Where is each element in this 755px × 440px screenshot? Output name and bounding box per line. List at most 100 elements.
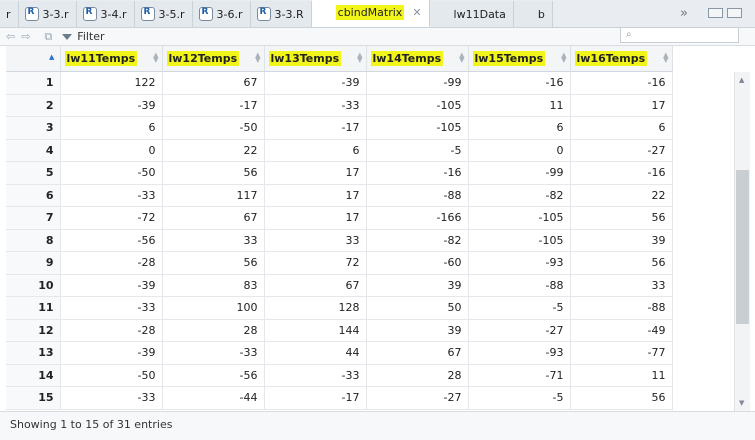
table-cell: 83 [162, 274, 265, 297]
table-cell: -50 [60, 161, 163, 185]
back-arrow-icon[interactable]: ⇦ [6, 30, 16, 43]
row-number: 1 [6, 71, 61, 95]
table-row[interactable]: 4 0 22 6 -5 0 -27 [6, 139, 673, 162]
column-header[interactable]: lw11Temps ▲ ▼ [60, 46, 163, 72]
table-cell: -39 [60, 94, 163, 117]
table-cell: 56 [570, 386, 673, 410]
table-cell: 6 [570, 116, 673, 140]
filter-label: Filter [77, 30, 105, 43]
table-cell: -50 [60, 364, 163, 387]
search-icon: ⌕ [626, 29, 632, 40]
r-file-icon [24, 7, 39, 21]
table-row[interactable]: 9 -28 56 72 -60 -93 56 [6, 251, 673, 275]
tab-3-3-r[interactable]: 3-3.r [18, 1, 77, 27]
column-header[interactable]: lw16Temps ▲ ▼ [570, 46, 673, 72]
column-header[interactable]: lw15Temps ▲ ▼ [468, 46, 571, 72]
table-cell: 0 [468, 139, 571, 162]
table-cell: 128 [264, 296, 367, 320]
tab-label: 3-6.r [216, 7, 243, 21]
table-cell: -88 [468, 274, 571, 297]
close-tab-icon[interactable]: ✕ [412, 6, 422, 19]
tab-3-3-r[interactable]: 3-3.R [250, 1, 312, 27]
table-cell: 67 [366, 341, 469, 365]
tab-3-4-r[interactable]: 3-4.r [76, 1, 135, 27]
tab-r[interactable]: r [0, 1, 19, 27]
table-row[interactable]: 8 -56 33 33 -82 -105 39 [6, 229, 673, 252]
row-number: 10 [6, 274, 61, 297]
table-cell: -56 [60, 229, 163, 252]
tab-label: 3-4.r [100, 7, 127, 21]
table-cell: -105 [366, 94, 469, 117]
tab-cbindmatrix[interactable]: cbindMatrix ✕ [311, 0, 430, 66]
table-cell: -99 [468, 161, 571, 185]
header-row: ▲ lw11Temps ▲ ▼ lw12Temps ▲ ▼ lw13Temps ▲ ▼ lw14T… [6, 46, 673, 72]
vertical-scrollbar[interactable]: ▲ ▼ [734, 72, 750, 411]
table-cell: -33 [264, 94, 367, 117]
row-number: 11 [6, 296, 61, 320]
table-row[interactable]: 15 -33 -44 -17 -27 -5 56 [6, 386, 673, 410]
search-input[interactable] [639, 29, 734, 41]
filter-button[interactable]: Filter [62, 30, 105, 43]
minimize-button[interactable] [708, 8, 723, 18]
table-row[interactable]: 5 -50 56 17 -16 -99 -16 [6, 161, 673, 185]
table-cell: 17 [570, 94, 673, 117]
table-row[interactable]: 7 -72 67 17 -166 -105 56 [6, 206, 673, 230]
search-box[interactable]: ⌕ [620, 27, 739, 43]
table-row[interactable]: 10 -39 83 67 39 -88 33 [6, 274, 673, 297]
scroll-up-icon[interactable]: ▲ [739, 76, 745, 84]
table-cell: -105 [468, 229, 571, 252]
maximize-button[interactable] [727, 8, 742, 18]
table-cell: -16 [570, 161, 673, 185]
table-cell: 28 [162, 319, 265, 342]
table-row[interactable]: 11 -33 100 128 50 -5 -88 [6, 296, 673, 320]
table-cell: 0 [60, 139, 163, 162]
table-cell: -16 [468, 71, 571, 95]
table-cell: -27 [570, 139, 673, 162]
column-header[interactable]: lw12Temps ▲ ▼ [162, 46, 265, 72]
table-cell: -17 [162, 94, 265, 117]
table-cell: -5 [366, 139, 469, 162]
tab-lw11data[interactable]: lw11Data [429, 1, 514, 67]
table-cell: -27 [366, 386, 469, 410]
table-cell: -33 [60, 386, 163, 410]
row-number: 15 [6, 386, 61, 410]
scrollbar-thumb[interactable] [736, 170, 749, 324]
forward-arrow-icon[interactable]: ⇨ [21, 30, 31, 43]
tab-label: 3-3.R [274, 7, 304, 21]
window-controls [708, 8, 742, 18]
table-cell: 33 [264, 229, 367, 252]
table-row[interactable]: 14 -50 -56 -33 28 -71 11 [6, 364, 673, 387]
tab-overflow-icon[interactable]: » [680, 6, 688, 21]
table-row[interactable]: 13 -39 -33 44 67 -93 -77 [6, 341, 673, 365]
popout-icon[interactable]: ⧉ [44, 29, 53, 43]
tab-3-5-r[interactable]: 3-5.r [134, 1, 193, 27]
scroll-down-icon[interactable]: ▼ [739, 399, 745, 407]
table-row[interactable]: 1 122 67 -39 -99 -16 -16 [6, 71, 673, 95]
table-cell: -93 [468, 341, 571, 365]
table-row[interactable]: 3 6 -50 -17 -105 6 6 [6, 116, 673, 140]
column-header-label: lw15Temps [472, 51, 546, 66]
column-header[interactable]: lw13Temps ▲ ▼ [264, 46, 367, 72]
row-number: 4 [6, 139, 61, 162]
table-row[interactable]: 12 -28 28 144 39 -27 -49 [6, 319, 673, 342]
column-header[interactable]: lw14Temps ▲ ▼ [366, 46, 469, 72]
table-row[interactable]: 2 -39 -17 -33 -105 11 17 [6, 94, 673, 117]
table-cell: 56 [162, 251, 265, 275]
row-number: 6 [6, 184, 61, 207]
row-number-header[interactable]: ▲ [6, 46, 61, 72]
column-header-label: lw14Temps [370, 51, 444, 66]
tab-label: b [537, 7, 545, 21]
table-row[interactable]: 6 -33 117 17 -88 -82 22 [6, 184, 673, 207]
table-cell: -71 [468, 364, 571, 387]
table-cell: -5 [468, 296, 571, 320]
tab-3-6-r[interactable]: 3-6.r [192, 1, 251, 27]
status-bar: Showing 1 to 15 of 31 entries [0, 411, 755, 440]
sort-ascending-icon: ▲ [49, 53, 55, 61]
sort-icon: ▲ ▼ [357, 51, 363, 64]
table-cell: -39 [264, 71, 367, 95]
tab-b[interactable]: b [513, 1, 553, 67]
row-number: 13 [6, 341, 61, 365]
table-cell: -17 [264, 116, 367, 140]
table-cell: 39 [366, 274, 469, 297]
sort-icon: ▲ ▼ [255, 51, 261, 64]
